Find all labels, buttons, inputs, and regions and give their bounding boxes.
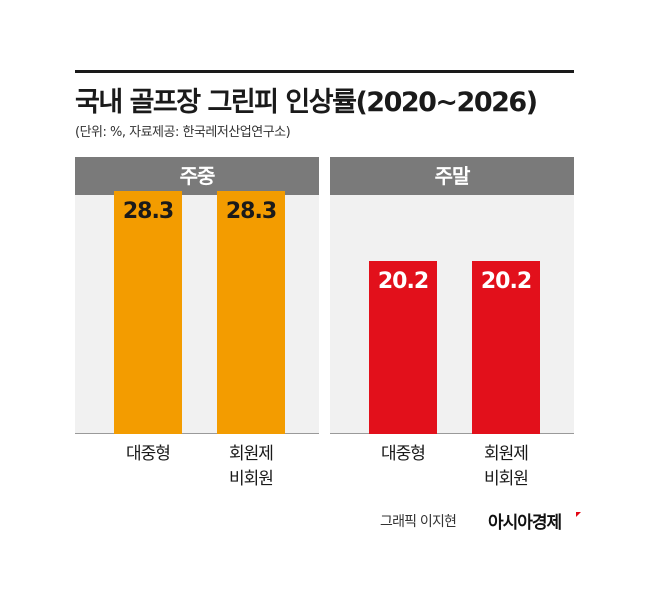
weekend-category-2: 회원제 비회원 [484, 444, 529, 489]
chart-subtitle: (단위: %, 자료제공: 한국레저산업연구소) [75, 125, 291, 140]
chart-title: 국내 골프장 그린피 인상률(2020~2026) [75, 87, 538, 118]
weekday-category-1: 대중형 [126, 444, 171, 464]
weekend-bar-1: 20.2 [369, 261, 437, 434]
weekend-bar-value-1: 20.2 [377, 269, 429, 294]
brand-mark-icon [576, 512, 581, 517]
weekend-panel: 주말 20.2 20.2 [330, 157, 574, 434]
weekend-bar-value-2: 20.2 [480, 269, 532, 294]
weekend-category-1: 대중형 [381, 444, 426, 464]
weekday-category-2: 회원제 비회원 [229, 444, 274, 489]
weekday-bar-2: 28.3 [217, 191, 285, 434]
weekday-bar-1: 28.3 [114, 191, 182, 434]
weekend-baseline [330, 433, 574, 434]
weekend-panel-header: 주말 [330, 157, 574, 195]
weekday-panel: 주중 28.3 28.3 [75, 157, 319, 434]
graphic-credit: 그래픽 이지현 [380, 514, 457, 530]
weekday-bar-value-1: 28.3 [122, 199, 174, 224]
weekend-bar-2: 20.2 [472, 261, 540, 434]
weekday-bar-value-2: 28.3 [225, 199, 277, 224]
weekday-baseline [75, 433, 319, 434]
title-rule [75, 70, 574, 73]
weekday-panel-header: 주중 [75, 157, 319, 195]
brand-logo: 아시아경제 [488, 513, 562, 533]
